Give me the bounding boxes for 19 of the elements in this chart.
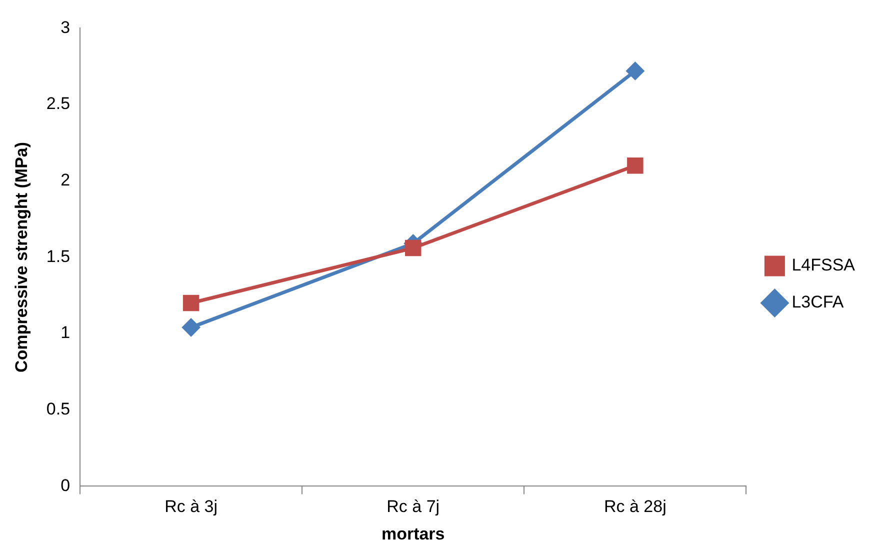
- x-tick-label: Rc à 7j: [386, 497, 440, 516]
- y-tick-label: 0.5: [46, 400, 70, 419]
- x-tick-label: Rc à 3j: [164, 497, 218, 516]
- y-tick-label: 2: [60, 170, 70, 190]
- point: [182, 294, 200, 312]
- y-axis-title: Compressive strenght (MPa): [12, 142, 31, 372]
- y-tick-label: 1.5: [46, 246, 70, 266]
- point: [182, 318, 200, 336]
- x-axis-title: mortars: [381, 524, 445, 544]
- point: [626, 62, 644, 80]
- y-tick-label: 1: [60, 323, 70, 342]
- y-tick-label: 2.5: [46, 94, 70, 114]
- legend-label: L3CFA: [792, 292, 844, 312]
- y-tick-label: 3: [60, 18, 70, 37]
- point: [627, 157, 644, 174]
- point: [404, 240, 422, 256]
- legend-label: L4FSSA: [792, 256, 856, 275]
- y-tick-label: 0: [60, 476, 70, 495]
- x-tick-label: Rc à 28j: [604, 497, 666, 516]
